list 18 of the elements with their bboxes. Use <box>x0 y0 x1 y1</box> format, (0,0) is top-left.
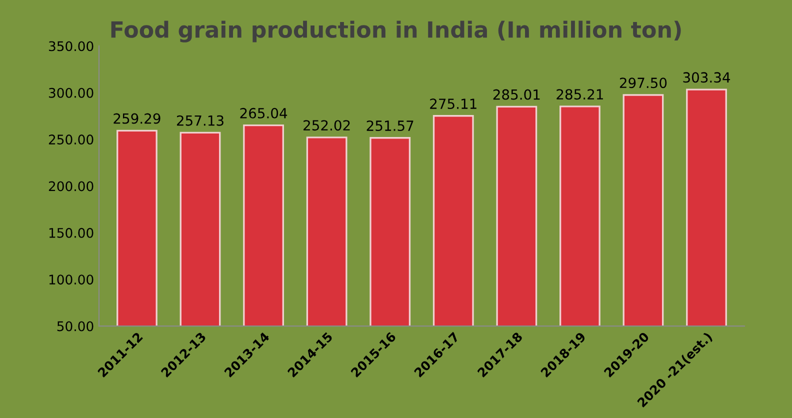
data-label: 297.50 <box>620 78 667 88</box>
data-label: 285.01 <box>493 89 540 100</box>
data-label: 257.13 <box>176 115 224 126</box>
data-label: 251.57 <box>366 120 414 132</box>
y-tick-label: 200.00 <box>48 181 94 192</box>
data-label: 259.29 <box>114 113 160 124</box>
data-label: 265.04 <box>240 108 288 118</box>
data-label: 303.34 <box>683 72 730 83</box>
y-tick-label: 250.00 <box>48 134 94 145</box>
y-tick-label: 50.00 <box>57 321 94 332</box>
y-tick-label: 150.00 <box>49 228 94 238</box>
y-tick-label: 100.00 <box>49 274 94 285</box>
data-label: 252.02 <box>304 120 350 131</box>
y-tick-label: 350.00 <box>48 41 94 52</box>
chart-title: Food grain production in India (In million ton) <box>111 20 681 42</box>
data-label: 275.11 <box>430 98 476 110</box>
data-label: 285.21 <box>556 89 603 100</box>
y-tick-label: 300.00 <box>48 88 94 98</box>
